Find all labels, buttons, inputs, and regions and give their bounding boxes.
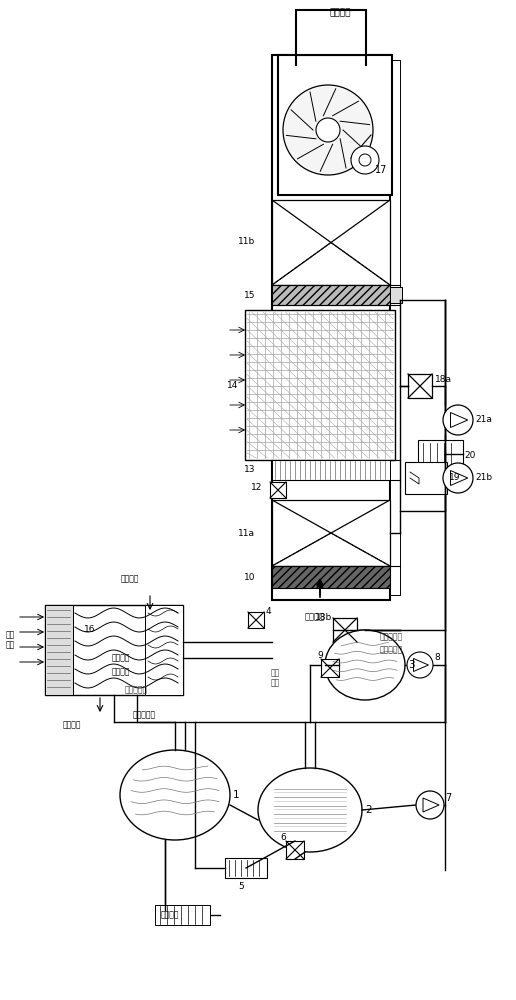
Bar [272, 55, 390, 600]
Bar [272, 200, 390, 285]
Text: 13: 13 [244, 466, 255, 475]
Text: 21b: 21b [475, 474, 492, 483]
Text: 18a: 18a [435, 375, 452, 384]
Bar [286, 841, 304, 859]
Bar [408, 374, 432, 398]
Text: 10: 10 [244, 572, 255, 582]
Text: 冷媒水供水: 冷媒水供水 [380, 633, 403, 642]
Circle shape [316, 118, 340, 142]
Bar [272, 500, 390, 566]
Text: 高温浓溶液: 高温浓溶液 [125, 686, 148, 694]
Text: 4: 4 [266, 607, 271, 616]
Text: 2: 2 [365, 805, 372, 815]
Text: 18b: 18b [315, 613, 332, 622]
Bar [278, 55, 392, 195]
Circle shape [407, 652, 433, 678]
Bar [155, 905, 210, 925]
Text: 5: 5 [238, 882, 244, 891]
Text: 17: 17 [375, 165, 388, 175]
Text: 11a: 11a [238, 528, 255, 538]
Bar [390, 60, 400, 595]
Text: 室内空气: 室内空气 [112, 654, 131, 662]
Text: 处理空气: 处理空气 [121, 574, 139, 583]
Bar [145, 605, 183, 695]
Circle shape [416, 791, 444, 819]
Text: 16: 16 [84, 626, 96, 635]
Text: 室外
新风: 室外 新风 [6, 630, 15, 650]
Circle shape [443, 463, 473, 493]
Bar [272, 566, 390, 588]
Text: 6: 6 [280, 834, 286, 842]
Text: 冷媒水回水: 冷媒水回水 [380, 646, 403, 654]
Text: 7: 7 [445, 793, 452, 803]
Ellipse shape [258, 768, 362, 852]
Circle shape [443, 405, 473, 435]
Circle shape [283, 85, 373, 175]
Bar [333, 618, 357, 642]
Bar [405, 462, 447, 494]
Text: 室内送风: 室内送风 [305, 612, 325, 621]
Bar [272, 285, 390, 305]
Bar [45, 605, 73, 695]
Text: 11b: 11b [238, 237, 255, 246]
Text: 送风风口: 送风风口 [330, 8, 351, 17]
Circle shape [351, 146, 379, 174]
Text: 室外空气: 室外空气 [112, 668, 131, 676]
Bar [270, 482, 286, 498]
Bar [225, 858, 267, 878]
Bar [248, 612, 264, 628]
Circle shape [359, 154, 371, 166]
Text: 19: 19 [449, 474, 460, 483]
Text: 21a: 21a [475, 416, 492, 424]
Bar [321, 659, 339, 677]
Text: 8: 8 [434, 654, 440, 662]
Text: 冷剂
蒸汽: 冷剂 蒸汽 [271, 668, 280, 688]
Text: 15: 15 [244, 290, 255, 300]
Bar [418, 440, 463, 468]
Text: 排外空气: 排外空气 [63, 720, 82, 729]
Bar [272, 460, 390, 480]
Bar [245, 310, 395, 460]
Text: 3: 3 [408, 660, 415, 670]
Ellipse shape [325, 630, 405, 700]
Ellipse shape [120, 750, 230, 840]
Text: 1: 1 [233, 790, 239, 800]
Bar [390, 287, 402, 303]
Text: 12: 12 [251, 483, 262, 491]
Text: 高温热源: 高温热源 [161, 910, 179, 919]
Bar [45, 605, 183, 695]
Bar [296, 10, 366, 55]
Text: 高温浓溶液: 高温浓溶液 [133, 710, 156, 720]
Text: 9: 9 [317, 652, 323, 660]
Text: 20: 20 [464, 450, 475, 460]
Text: 14: 14 [227, 380, 238, 389]
